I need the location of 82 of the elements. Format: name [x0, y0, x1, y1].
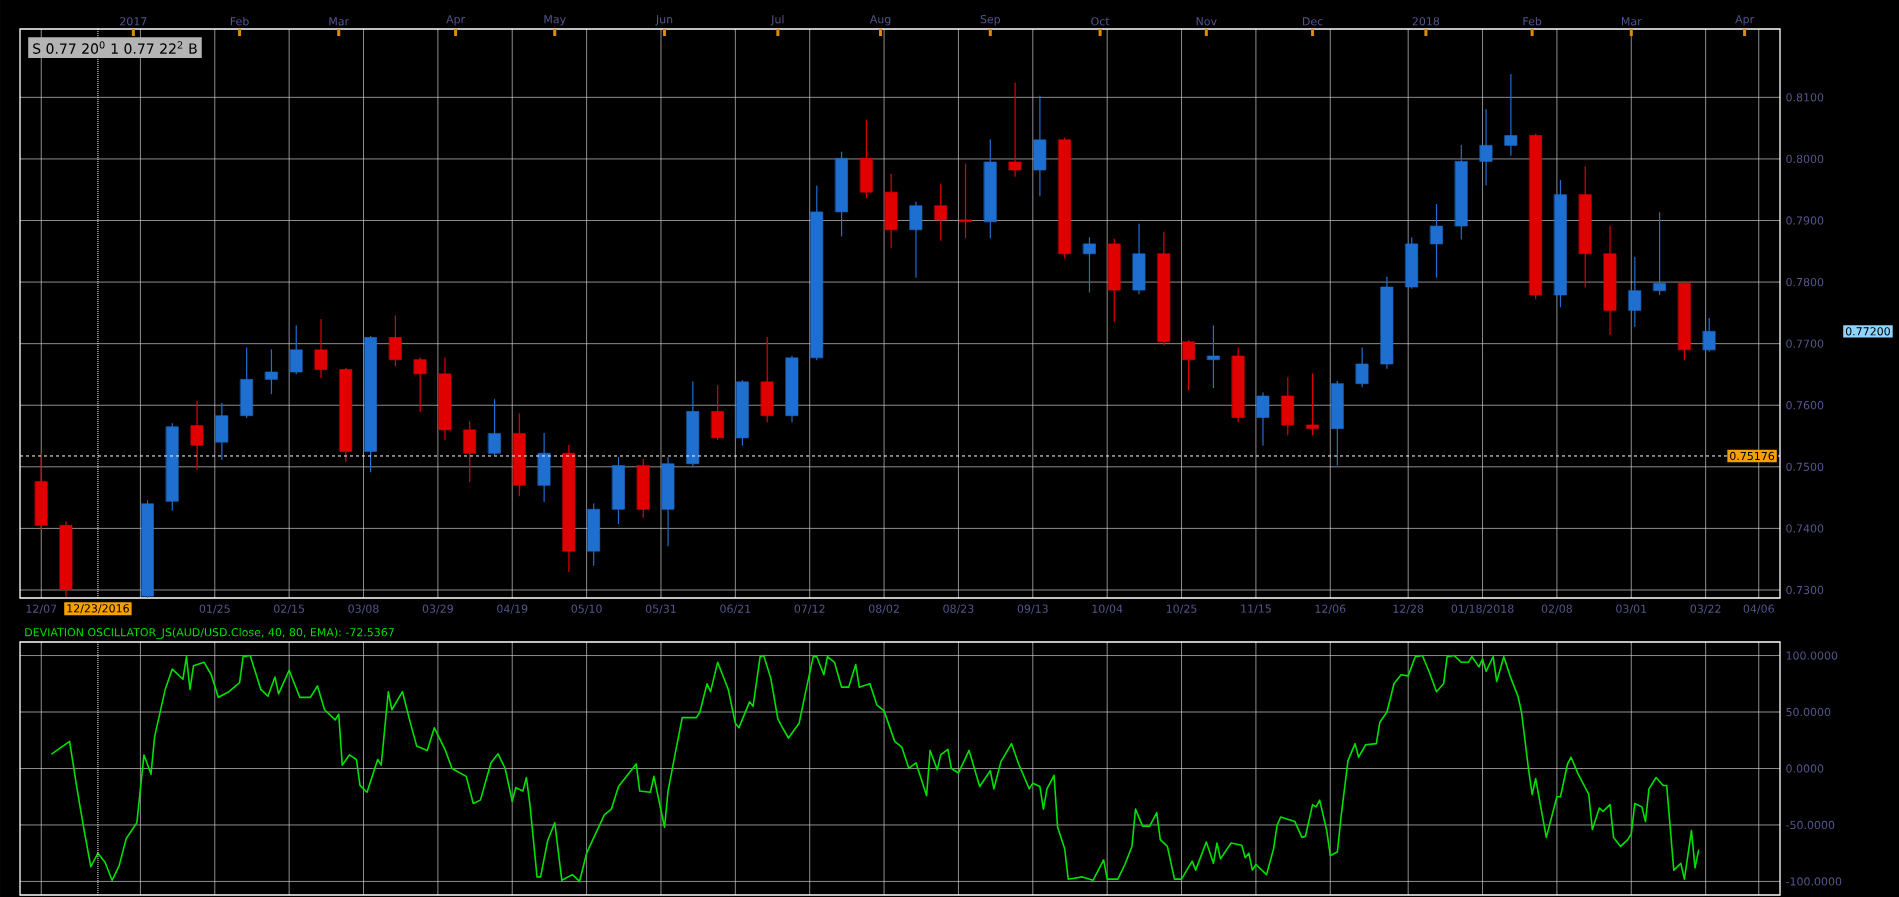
- y-tick-label: 0.7700: [1786, 339, 1824, 348]
- x2-tick-label: Jul: [770, 14, 784, 26]
- x-tick-label: 05/31: [645, 604, 676, 614]
- x-tick-label: 04/06: [1743, 604, 1774, 614]
- x-tick-label: 06/21: [720, 604, 751, 614]
- x-tick-label: 08/02: [868, 604, 899, 614]
- candlestick: [1653, 211, 1666, 295]
- y-tick-label: 0.7600: [1786, 401, 1824, 410]
- x2-tick-label: Nov: [1196, 17, 1217, 26]
- candlestick: [1504, 73, 1518, 156]
- y-tick-label: 0.7900: [1786, 216, 1824, 225]
- x-tick-label: 07/12: [794, 604, 825, 614]
- candlestick: [1628, 256, 1642, 328]
- x2-tick-label: Apr: [1735, 15, 1755, 26]
- x-tick-label: 11/15: [1241, 604, 1271, 614]
- x2-tick-label: 2018: [1412, 17, 1440, 26]
- y-tick-label: 0.8100: [1786, 93, 1824, 102]
- x2-tick-label: Mar: [1621, 17, 1642, 26]
- ref-line-label: 12/23/2016: [67, 604, 129, 614]
- candlestick: [1702, 317, 1716, 352]
- candlestick: [1182, 339, 1195, 391]
- candlestick: [389, 315, 402, 367]
- x2-tick-label: Apr: [446, 15, 466, 26]
- text: 0.77200: [1845, 327, 1890, 336]
- x-tick-label: 03/01: [1616, 604, 1647, 614]
- candlestick: [1008, 82, 1022, 177]
- x2-tick-label: Feb: [1523, 16, 1542, 26]
- y-tick-label: 0.7400: [1786, 524, 1824, 533]
- candlestick: [1083, 237, 1096, 293]
- x2-tick-label: 2017: [120, 17, 147, 26]
- candlestick: [314, 319, 328, 379]
- x-tick-label: 09/13: [1017, 604, 1048, 614]
- y-tick-label: -100.0000: [1786, 877, 1842, 886]
- x-tick-label: 08/23: [943, 604, 974, 614]
- x-tick-label: 05/10: [571, 604, 602, 614]
- candlestick: [289, 325, 303, 375]
- x2-tick-label: Oct: [1091, 17, 1110, 26]
- y-tick-label: 0.8000: [1786, 154, 1824, 164]
- ref-line-label: 0.75176: [1730, 451, 1775, 461]
- candlestick: [463, 421, 477, 483]
- candlestick: [959, 163, 972, 239]
- x-tick-label: 12/06: [1315, 604, 1346, 614]
- chart-title: DEVIATION OSCILLATOR_JS(AUD/USD.Close, 40, 80, EMA): -72.5367: [25, 627, 394, 639]
- x-tick-label: 03/29: [422, 604, 453, 614]
- y-tick-label: 50.0000: [1786, 707, 1831, 717]
- x2-tick-label: Mar: [329, 17, 350, 26]
- candlestick: [488, 399, 501, 456]
- x-tick-label: 02/08: [1541, 604, 1572, 614]
- x2-tick-label: Sep: [980, 15, 1001, 26]
- candlestick: [1479, 109, 1493, 186]
- x2-tick-label: Aug: [869, 15, 891, 26]
- x-tick-label: 03/08: [348, 604, 379, 614]
- x2-tick-label: Dec: [1303, 17, 1323, 26]
- x-tick-label: 03/22: [1690, 604, 1721, 614]
- candlestick: [1256, 392, 1270, 446]
- candlestick: [265, 349, 278, 395]
- y-tick-label: 0.7300: [1786, 585, 1824, 595]
- candlestick: [1430, 203, 1443, 278]
- candlestick: [1355, 347, 1369, 388]
- y-tick-label: 0.7500: [1786, 462, 1824, 471]
- x-tick-label: 10/25: [1166, 604, 1197, 614]
- candlestick: [190, 400, 204, 470]
- x2-tick-label: May: [544, 15, 566, 26]
- x-tick-label: 02/15: [274, 604, 305, 614]
- x-tick-label: 12/07: [26, 604, 57, 614]
- y-tick-label: 100.0000: [1786, 651, 1838, 660]
- x-tick-label: 01/25: [199, 604, 230, 614]
- y-tick-label: 0.7800: [1786, 277, 1824, 287]
- annotation: S 0.77 20$^{0}$ 1 0.77 22$^{2}$ B: [33, 41, 197, 54]
- line-series: [51, 654, 1700, 883]
- x-tick-label: 04/19: [497, 604, 528, 614]
- candlestick: [1306, 373, 1319, 436]
- candlestick: [934, 183, 948, 241]
- y-tick-label: -50.0000: [1786, 820, 1835, 830]
- x-tick-label: 10/04: [1092, 604, 1123, 614]
- x2-tick-label: Feb: [230, 16, 249, 26]
- candlestick: [1207, 325, 1220, 388]
- y-tick-label: 0.0000: [1786, 764, 1824, 773]
- x-tick-label: 12/28: [1393, 604, 1424, 614]
- candlestick: [413, 357, 427, 412]
- x-tick-label: 01/18/2018: [1451, 604, 1514, 614]
- x2-tick-label: Jun: [655, 15, 673, 26]
